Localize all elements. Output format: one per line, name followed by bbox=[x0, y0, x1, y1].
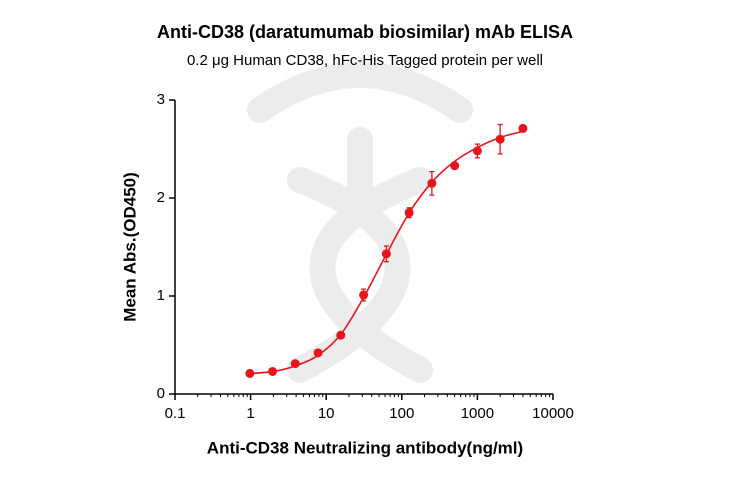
point bbox=[381, 249, 391, 259]
y-tick-label: 2 bbox=[157, 189, 165, 206]
y-axis-label: Mean Abs.(OD450) bbox=[120, 172, 139, 322]
chart-subtitle: 0.2 μg Human CD38, hFc-His Tagged protei… bbox=[187, 52, 543, 69]
x-tick-label: 1000 bbox=[461, 405, 494, 422]
point bbox=[359, 290, 369, 300]
point bbox=[427, 178, 437, 188]
x-tick-label: 100 bbox=[389, 405, 414, 422]
point bbox=[268, 366, 278, 376]
x-tick-label: 0.1 bbox=[165, 405, 186, 422]
watermark-arc bbox=[247, 62, 473, 123]
point bbox=[313, 348, 323, 358]
y-tick-label: 0 bbox=[157, 385, 165, 402]
x-tick-label: 10 bbox=[318, 405, 335, 422]
point bbox=[495, 134, 505, 144]
chart-title: Anti-CD38 (daratumumab biosimilar) mAb E… bbox=[157, 22, 573, 42]
point bbox=[336, 330, 346, 340]
x-tick-label: 10000 bbox=[532, 405, 574, 422]
point bbox=[290, 359, 300, 369]
point bbox=[404, 208, 414, 218]
x-axis-label: Anti-CD38 Neutralizing antibody(ng/ml) bbox=[207, 438, 523, 457]
point bbox=[472, 146, 482, 156]
watermark bbox=[247, 62, 473, 383]
y-tick-label: 3 bbox=[157, 91, 165, 108]
x-tick-label: 1 bbox=[246, 405, 254, 422]
watermark-strand bbox=[287, 167, 411, 383]
point bbox=[518, 123, 528, 133]
y-tick-label: 1 bbox=[157, 287, 165, 304]
point bbox=[450, 161, 460, 171]
point bbox=[245, 368, 255, 378]
watermark-strand bbox=[309, 167, 433, 383]
